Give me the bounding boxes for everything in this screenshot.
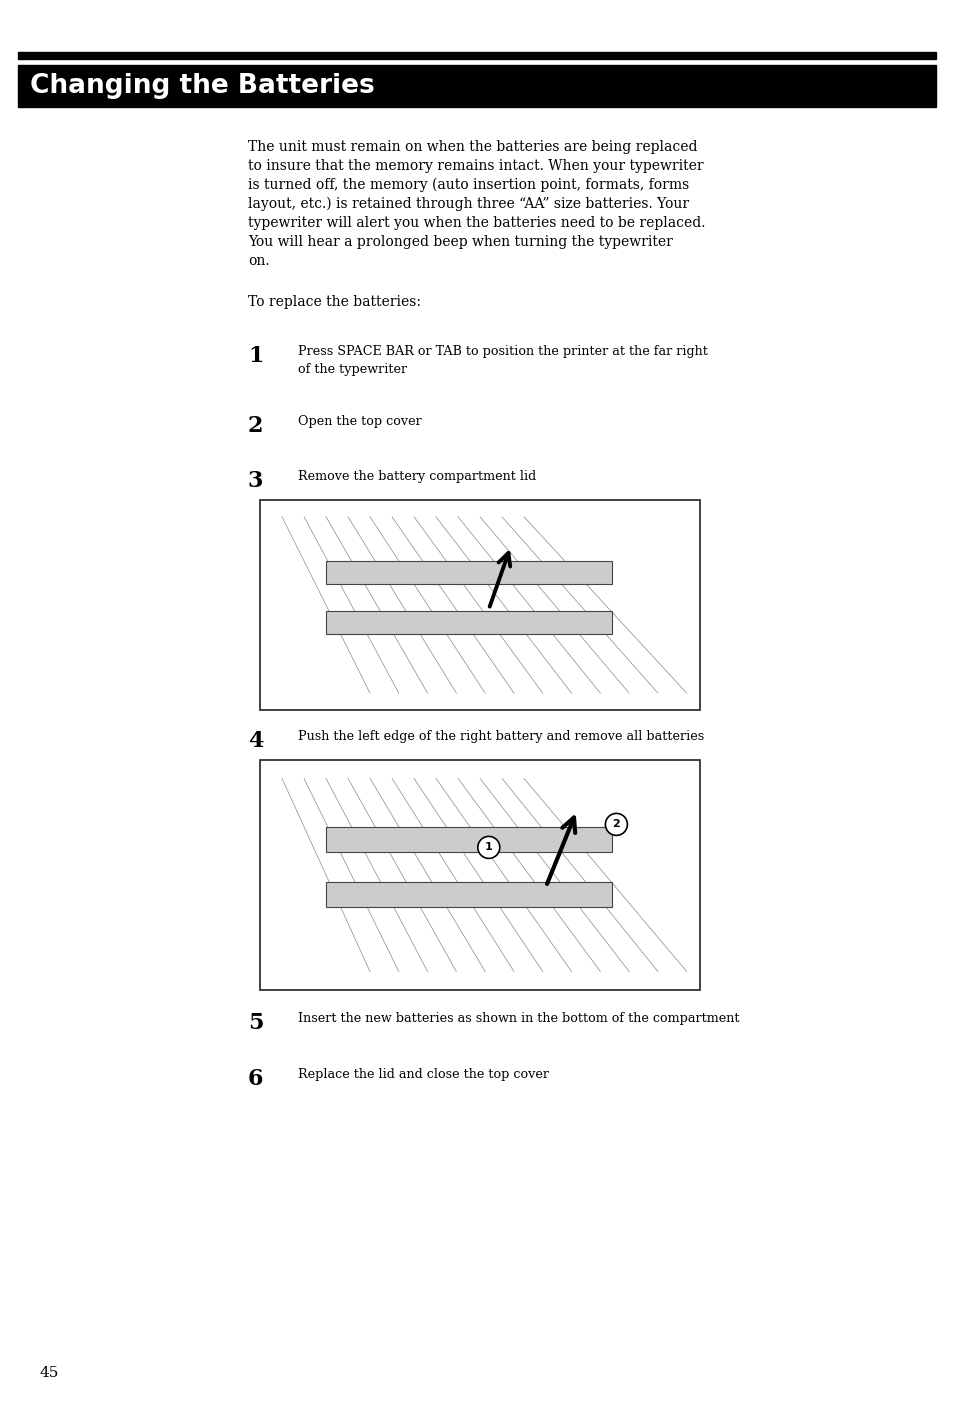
Text: 5: 5	[248, 1012, 263, 1033]
Text: The unit must remain on when the batteries are being replaced: The unit must remain on when the batteri…	[248, 140, 697, 154]
Text: 45: 45	[40, 1366, 59, 1380]
Bar	[326, 882, 612, 907]
Text: to insure that the memory remains intact. When your typewriter: to insure that the memory remains intact…	[248, 159, 703, 173]
Text: Push the left edge of the right battery and remove all batteries: Push the left edge of the right battery …	[297, 730, 703, 743]
Text: 1: 1	[484, 842, 492, 852]
Text: typewriter will alert you when the batteries need to be replaced.: typewriter will alert you when the batte…	[248, 216, 705, 230]
Bar	[260, 500, 700, 710]
Text: Remove the battery compartment lid: Remove the battery compartment lid	[297, 470, 536, 483]
Circle shape	[605, 813, 627, 835]
Text: 1: 1	[248, 345, 263, 366]
Bar	[326, 562, 612, 584]
Bar	[326, 611, 612, 635]
Text: 6: 6	[248, 1068, 263, 1090]
Text: 2: 2	[612, 820, 619, 830]
Circle shape	[477, 837, 499, 858]
Text: You will hear a prolonged beep when turning the typewriter: You will hear a prolonged beep when turn…	[248, 234, 672, 249]
Text: on.: on.	[248, 254, 270, 268]
Text: Changing the Batteries: Changing the Batteries	[30, 73, 375, 100]
Text: of the typewriter: of the typewriter	[297, 364, 407, 376]
Text: Open the top cover: Open the top cover	[297, 416, 421, 428]
Text: Replace the lid and close the top cover: Replace the lid and close the top cover	[297, 1068, 548, 1081]
Bar	[326, 827, 612, 852]
Text: 4: 4	[248, 730, 263, 753]
Text: 3: 3	[248, 470, 263, 491]
Text: Press SPACE BAR or TAB to position the printer at the far right: Press SPACE BAR or TAB to position the p…	[297, 345, 707, 358]
Bar	[18, 65, 935, 107]
Bar	[18, 52, 935, 59]
Text: 2: 2	[248, 416, 263, 437]
Text: To replace the batteries:: To replace the batteries:	[248, 295, 420, 309]
Text: layout, etc.) is retained through three “AA” size batteries. Your: layout, etc.) is retained through three …	[248, 197, 688, 212]
Text: is turned off, the memory (auto insertion point, formats, forms: is turned off, the memory (auto insertio…	[248, 178, 688, 192]
Text: Insert the new batteries as shown in the bottom of the compartment: Insert the new batteries as shown in the…	[297, 1012, 739, 1025]
Bar	[260, 760, 700, 990]
